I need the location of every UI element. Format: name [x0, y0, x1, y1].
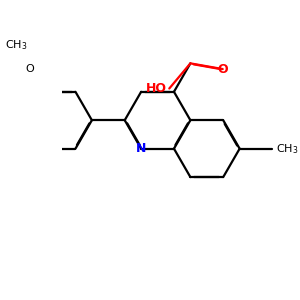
Text: CH$_3$: CH$_3$	[276, 142, 298, 156]
Text: CH$_3$: CH$_3$	[4, 38, 27, 52]
Text: N: N	[136, 142, 146, 155]
Text: O: O	[218, 63, 228, 76]
Text: O: O	[25, 64, 34, 74]
Text: HO: HO	[146, 82, 167, 95]
